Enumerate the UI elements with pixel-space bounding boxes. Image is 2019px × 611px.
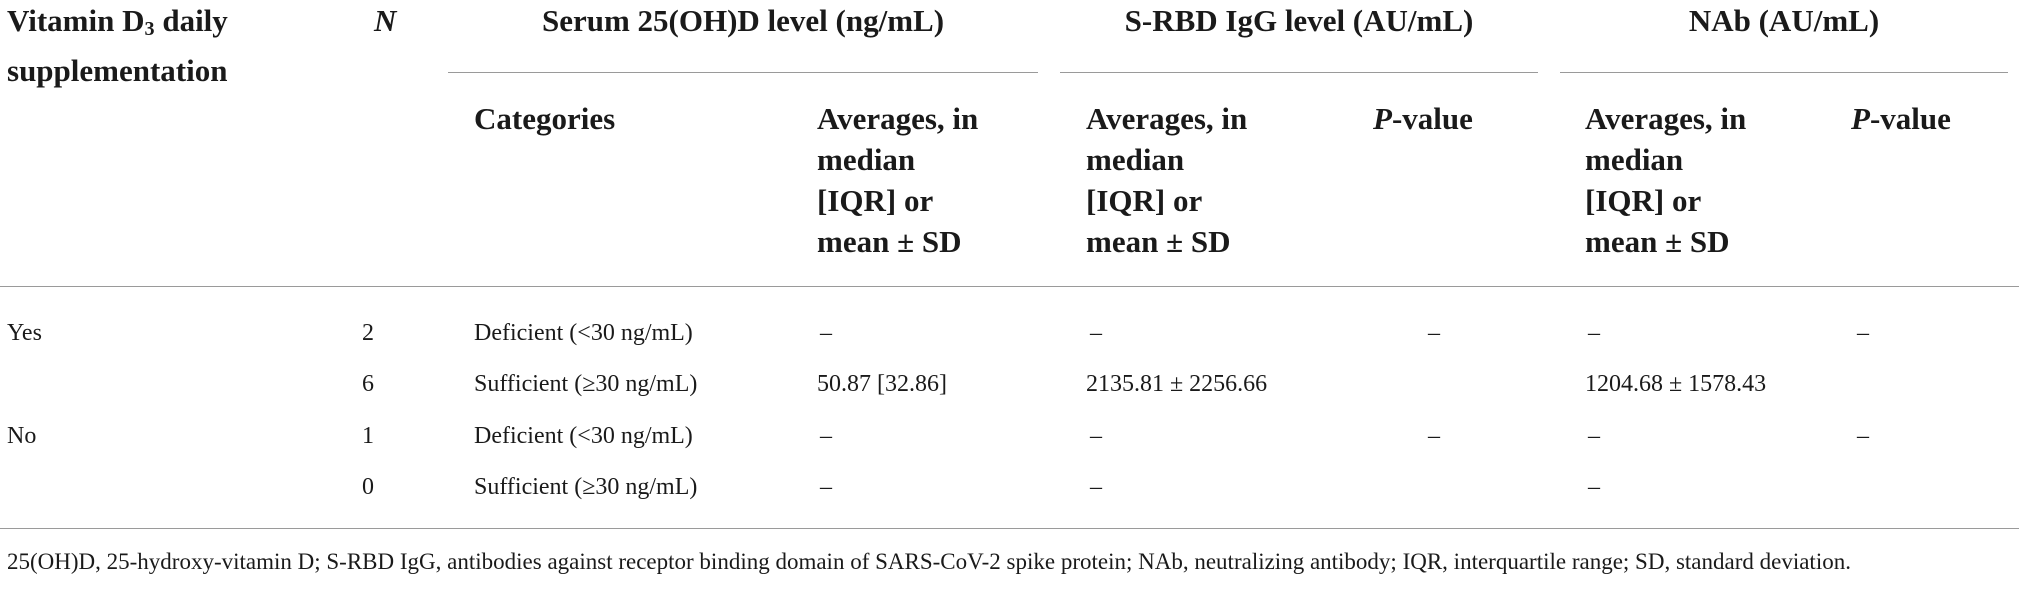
cell-nab-p-value: – [1857,320,1869,346]
cell-nab-p-value: – [1857,423,1869,449]
rule-igg-group [1060,72,1538,73]
cell-n: 2 [362,320,374,346]
cell-category: Sufficient (≥30 ng/mL) [474,371,698,397]
averages-line: [IQR] or [817,183,934,218]
cell-category: Deficient (<30 ng/mL) [474,423,693,449]
header-serum-group: Serum 25(OH)D level (ng/mL) [541,3,945,38]
averages-line: mean ± SD [817,224,962,259]
cell-n: 1 [362,423,374,449]
rule-table-bottom [0,528,2019,529]
averages-line: Averages, in [817,101,979,136]
cell-supplementation: Yes [7,320,42,346]
cell-nab-average: – [1588,320,1600,346]
cell-igg-average: – [1090,320,1102,346]
averages-line: median [1086,142,1185,177]
averages-line: median [817,142,916,177]
cell-serum-average: – [820,474,832,500]
rule-serum-group [448,72,1038,73]
cell-igg-p-value: – [1428,320,1440,346]
header-igg-p-value: P-value [1373,101,1473,136]
cell-igg-average: – [1090,423,1102,449]
header-igg-averages: Averages, in median [IQR] or mean ± SD [1086,98,1247,262]
cell-nab-average: – [1588,474,1600,500]
cell-serum-average: 50.87 [32.86] [817,371,947,397]
averages-line: mean ± SD [1086,224,1231,259]
header-categories: Categories [474,101,616,136]
averages-line: mean ± SD [1585,224,1730,259]
header-serum-averages: Averages, in median [IQR] or mean ± SD [817,98,978,262]
header-igg-group: S-RBD IgG level (AU/mL) [1124,3,1474,38]
cell-nab-average: 1204.68 ± 1578.43 [1585,371,1767,397]
rule-nab-group [1560,72,2008,73]
cell-igg-average: 2135.81 ± 2256.66 [1086,371,1268,397]
averages-line: Averages, in [1086,101,1248,136]
averages-line: Averages, in [1585,101,1747,136]
cell-supplementation: No [7,423,37,449]
header-nab-p-value: P-value [1851,101,1951,136]
rule-header-bottom [0,286,2019,287]
cell-n: 6 [362,371,374,397]
header-supplementation-line1: Vitamin D3 daily [7,3,228,41]
header-supplementation-line2: supplementation [7,53,228,89]
cell-category: Deficient (<30 ng/mL) [474,320,693,346]
cell-n: 0 [362,474,374,500]
cell-serum-average: – [820,423,832,449]
cell-nab-average: – [1588,423,1600,449]
cell-igg-average: – [1090,474,1102,500]
averages-line: median [1585,142,1684,177]
averages-line: [IQR] or [1086,183,1203,218]
cell-igg-p-value: – [1428,423,1440,449]
cell-serum-average: – [820,320,832,346]
header-nab-group: NAb (AU/mL) [1688,3,1880,38]
cell-category: Sufficient (≥30 ng/mL) [474,474,698,500]
averages-line: [IQR] or [1585,183,1702,218]
table-footnote: 25(OH)D, 25-hydroxy-vitamin D; S-RBD IgG… [7,549,1851,574]
header-nab-averages: Averages, in median [IQR] or mean ± SD [1585,98,1746,262]
header-n: N [374,3,397,38]
header-supplementation: Vitamin D3 daily supplementation [7,0,228,91]
